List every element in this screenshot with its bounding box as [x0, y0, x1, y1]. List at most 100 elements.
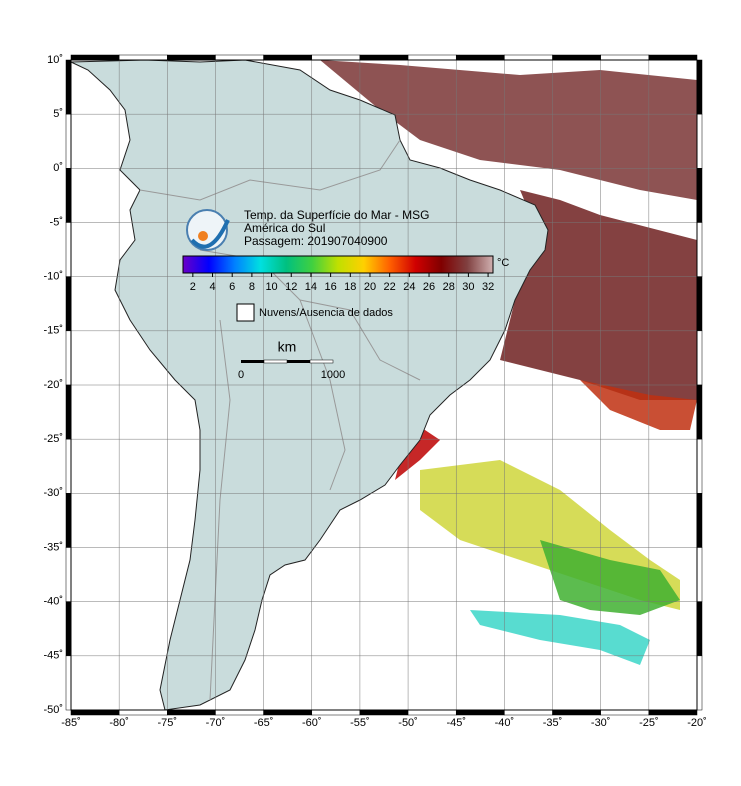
frame-segment — [455, 709, 505, 716]
colorbar-tick-label: 22 — [384, 281, 396, 293]
x-tick-label: -20˚ — [687, 717, 707, 729]
scale-unit: km — [278, 339, 297, 355]
frame — [65, 54, 703, 716]
frame-segment — [552, 709, 601, 716]
frame-segment — [504, 709, 553, 716]
frame-segment — [648, 709, 698, 716]
sst-patch — [470, 610, 650, 665]
colorbar-tick-label: 2 — [190, 281, 196, 293]
sst-data — [320, 60, 697, 665]
frame-segment — [65, 655, 72, 711]
frame-segment — [455, 54, 505, 61]
y-tick-label: -25˚ — [43, 433, 63, 445]
scale-bar — [309, 359, 334, 364]
x-tick-label: -30˚ — [591, 717, 611, 729]
colorbar-ticks: 2 4 6 8 10 12 14 16 18 20 22 24 26 28 30 32 — [190, 273, 494, 293]
frame-segment — [696, 601, 703, 657]
colorbar-unit: °C — [497, 257, 509, 269]
y-tick-label: -10˚ — [43, 271, 63, 283]
scale-label: 0 — [238, 369, 244, 381]
sst-patch — [580, 380, 697, 430]
x-tick-label: -55˚ — [350, 717, 370, 729]
frame-segment — [311, 709, 361, 716]
frame-segment — [65, 547, 72, 602]
y-tick-label: -45˚ — [43, 650, 63, 662]
frame-segment — [167, 54, 216, 61]
x-tick-label: -70˚ — [206, 717, 226, 729]
frame-segment — [65, 168, 72, 223]
colorbar-tick-label: 6 — [229, 281, 235, 293]
colorbar-tick-label: 10 — [265, 281, 277, 293]
frame-segment — [70, 54, 120, 61]
frame-segment — [118, 709, 168, 716]
frame-segment — [65, 222, 72, 277]
colorbar-tick-label: 26 — [423, 281, 435, 293]
frame-segment — [648, 54, 698, 61]
title-line: América do Sul — [244, 221, 325, 235]
colorbar-tick-label: 32 — [482, 281, 494, 293]
x-tick-label: -50˚ — [398, 717, 418, 729]
sst-patch — [500, 190, 697, 400]
frame-segment — [696, 113, 703, 169]
frame-border — [70, 59, 698, 711]
frame-segment — [696, 222, 703, 277]
y-tick-label: -15˚ — [43, 325, 63, 337]
frame-segment — [696, 655, 703, 711]
colorbar-tick-label: 24 — [403, 281, 415, 293]
logo — [186, 209, 230, 251]
x-tick-label: -80˚ — [109, 717, 129, 729]
x-tick-label: -35˚ — [543, 717, 563, 729]
colorbar-tick-label: 12 — [285, 281, 297, 293]
frame-segment — [65, 493, 72, 548]
frame-segment — [600, 709, 650, 716]
frame-segment — [215, 709, 264, 716]
x-tick-label: -85˚ — [61, 717, 81, 729]
y-tick-label: -35˚ — [43, 541, 63, 553]
frame-segment — [600, 54, 650, 61]
x-tick-label: -75˚ — [158, 717, 178, 729]
frame-segment — [696, 384, 703, 440]
frame-segment — [359, 709, 409, 716]
frame-segment — [552, 54, 601, 61]
frame-segment — [696, 330, 703, 386]
legend-swatch — [236, 303, 255, 322]
frame-segment — [696, 59, 703, 115]
frame-segment — [65, 601, 72, 657]
frame-segment — [311, 54, 361, 61]
frame-segment — [504, 54, 553, 61]
frame-segment — [65, 59, 72, 115]
y-tick-label: -40˚ — [43, 596, 63, 608]
frame-segment — [65, 113, 72, 169]
y-tick-label: 0˚ — [53, 162, 63, 174]
colorbar-tick-label: 18 — [344, 281, 356, 293]
frame-segment — [65, 330, 72, 386]
frame-segment — [65, 384, 72, 440]
colorbar-tick-label: 30 — [462, 281, 474, 293]
x-tick-label: -45˚ — [446, 717, 466, 729]
y-tick-label: -20˚ — [43, 379, 63, 391]
x-tick-label: -65˚ — [254, 717, 274, 729]
frame-segment — [167, 709, 216, 716]
scale-label: 1000 — [321, 369, 345, 381]
frame-segment — [696, 438, 703, 494]
title-line: Passagem: 201907040900 — [244, 234, 388, 248]
y-tick-label: -50˚ — [43, 704, 63, 716]
frame-segment — [407, 709, 457, 716]
frame-segment — [696, 276, 703, 332]
frame-segment — [263, 54, 313, 61]
colorbar-tick-label: 20 — [364, 281, 376, 293]
sst-patch — [540, 540, 680, 615]
y-tick-label: 5˚ — [53, 108, 63, 120]
colorbar-tick-label: 28 — [443, 281, 455, 293]
y-tick-label: 10˚ — [47, 54, 63, 66]
colorbar-tick-label: 16 — [324, 281, 336, 293]
legend-label: Nuvens/Ausencia de dados — [259, 307, 393, 319]
x-tick-label: -40˚ — [495, 717, 515, 729]
scale-bar — [263, 359, 288, 364]
colorbar-tick-label: 14 — [305, 281, 317, 293]
colorbar-tick-label: 4 — [209, 281, 215, 293]
x-tick-label: -25˚ — [639, 717, 659, 729]
frame-segment — [696, 547, 703, 602]
sst-patch — [320, 60, 697, 200]
